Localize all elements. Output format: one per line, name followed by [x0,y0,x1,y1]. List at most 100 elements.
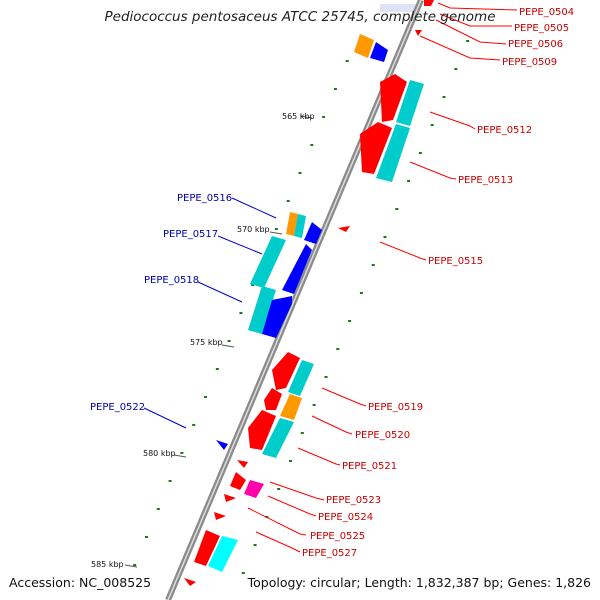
gc-dot [383,236,387,238]
label-pepe-0524[interactable]: PEPE_0524 [318,512,373,523]
gene-pepe-0516-cyan[interactable] [294,214,306,238]
gene-pepe-0521-b[interactable] [262,418,294,458]
gene-pepe-0524[interactable] [244,480,264,498]
forward-genes [184,0,434,586]
genome-summary: Topology: circular; Length: 1,832,387 bp… [247,575,591,590]
gene-pepe-0513-a[interactable] [360,122,392,174]
gc-dot [241,572,245,574]
gene-pepe-0519-b[interactable] [288,360,314,396]
gene-pepe-0522[interactable] [216,440,228,450]
label-pepe-0504[interactable]: PEPE_0504 [519,7,574,18]
ruler-575-kbp: 575 kbp [190,338,223,347]
accession-label: Accession: NC_008525 [9,575,152,590]
gc-dot [300,432,304,434]
label-pepe-0518[interactable]: PEPE_0518 [144,275,199,286]
gene-pepe-0509-blue[interactable] [370,42,388,62]
ruler-585-kbp: 585 kbp [91,560,124,569]
gc-dot [227,340,231,342]
faded-gene-top [380,4,416,12]
gene-pepe-0520[interactable] [280,394,302,420]
label-pepe-0515[interactable]: PEPE_0515 [428,256,483,267]
label-pepe-0509[interactable]: PEPE_0509 [502,57,557,68]
gc-dot [180,452,184,454]
gc-dot [298,172,302,174]
gc-dot [324,376,328,378]
gc-dot [442,96,446,98]
gene-pepe-0512-a[interactable] [380,74,407,122]
gc-dot [133,564,137,566]
gene-pepe-0525[interactable] [224,494,236,502]
gene-pepe-0504[interactable] [424,0,434,6]
gc-dot [322,116,326,118]
gc-dot [312,404,316,406]
label-pepe-0517[interactable]: PEPE_0517 [163,229,218,240]
gc-dot [418,152,422,154]
gene-pepe-0521-a[interactable] [248,410,276,450]
label-pepe-0505[interactable]: PEPE_0505 [514,23,569,34]
label-pepe-0512[interactable]: PEPE_0512 [477,125,532,136]
gc-dot [454,68,458,70]
gc-dot [204,396,207,398]
gene-pepe-0509-orange[interactable] [354,34,374,58]
ruler: 565 kbp 570 kbp 575 kbp 580 kbp 585 kbp [91,112,315,569]
label-pepe-0516[interactable]: PEPE_0516 [177,193,232,204]
gc-dot [253,544,257,546]
gc-dot [310,144,314,146]
gc-dot [345,60,349,62]
gene-pepe-0527-a[interactable] [194,530,220,566]
gc-dot [156,508,160,510]
label-pepe-0521[interactable]: PEPE_0521 [342,461,397,472]
map-title: Pediococcus pentosaceus ATCC 25745, comp… [104,9,496,25]
label-pepe-0520[interactable]: PEPE_0520 [355,430,410,441]
gene-pepe-0516-blue[interactable] [304,222,322,244]
gene-pepe-0512-b[interactable] [396,80,424,126]
genome-backbone-highlight [167,0,422,600]
gene-pepe-0515[interactable] [338,226,350,232]
gene-pepe-0516-orange[interactable] [286,212,298,236]
label-pepe-0523[interactable]: PEPE_0523 [326,495,381,506]
gc-dot [395,208,399,210]
gene-pepe-0527-small[interactable] [214,512,226,520]
gc-dot [274,228,278,230]
gene-bottom-red[interactable] [184,578,196,586]
ruler-565-kbp: 565 kbp [282,112,315,121]
gene-pepe-0517-cyan[interactable] [250,236,286,288]
gene-pepe-0527-b[interactable] [208,536,238,572]
ruler-580-kbp: 580 kbp [143,449,176,458]
gc-dot [336,348,340,350]
gene-pepe-0505[interactable] [415,30,422,36]
label-pepe-0522[interactable]: PEPE_0522 [90,402,145,413]
gene-pepe-0517-blue[interactable] [282,244,312,294]
gc-dot [333,88,337,90]
reverse-genes [216,34,388,450]
gc-dot [145,536,148,538]
gc-dot [371,264,375,266]
reverse-label-leaders [143,197,277,429]
label-pepe-0519[interactable]: PEPE_0519 [368,402,423,413]
gc-dot [466,40,470,42]
gene-pepe-0523-b[interactable] [230,472,246,490]
label-pepe-0506[interactable]: PEPE_0506 [508,39,563,50]
ruler-570-kbp: 570 kbp [237,225,270,234]
gene-pepe-0523-a[interactable] [237,460,248,468]
gene-pepe-0518-blue[interactable] [262,296,292,338]
reverse-gene-labels: PEPE_0516 PEPE_0517 PEPE_0518 PEPE_0522 [90,193,232,413]
gc-dot [407,180,411,182]
gene-pepe-0519-c[interactable] [264,388,282,410]
gc-dot [251,284,255,286]
gc-dot [430,124,434,126]
gc-dot [192,424,196,426]
gc-dot [348,320,352,322]
gene-pepe-0513-b[interactable] [376,124,410,182]
gc-dot [277,488,281,490]
label-pepe-0527[interactable]: PEPE_0527 [302,548,357,559]
gc-dot [286,200,290,202]
forward-label-leaders [247,2,518,553]
forward-gene-labels: PEPE_0504 PEPE_0505 PEPE_0506 PEPE_0509 … [302,7,574,559]
gene-pepe-0518-cyan[interactable] [248,286,276,334]
gene-pepe-0519-a[interactable] [272,352,300,390]
label-pepe-0525[interactable]: PEPE_0525 [310,531,365,542]
gc-dot [359,292,363,294]
label-pepe-0513[interactable]: PEPE_0513 [458,175,513,186]
